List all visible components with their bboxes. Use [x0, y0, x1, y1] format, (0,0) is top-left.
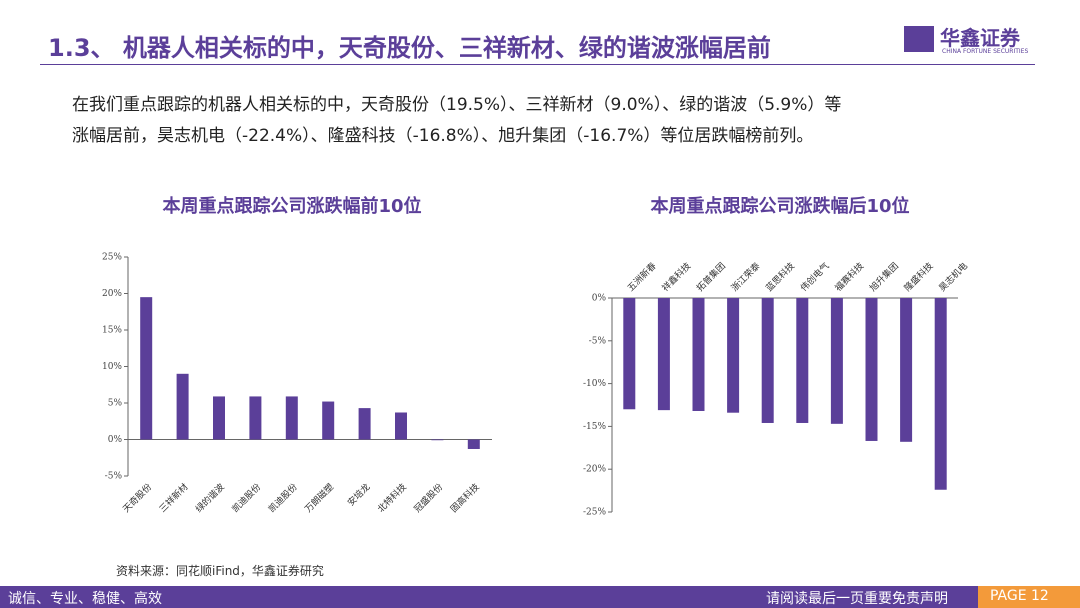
chart-title: 本周重点跟踪公司涨跌幅后10位 [650, 195, 909, 217]
bar [322, 401, 335, 440]
logo-icon [904, 26, 934, 52]
footer-left: 诚信、专业、稳健、高效 [8, 591, 162, 607]
bar [176, 373, 189, 440]
x-tick-label: 昊志机电 [936, 260, 970, 294]
body-line: 涨幅居前，昊志机电（-22.4%）、隆盛科技（-16.8%）、旭升集团（-16.… [72, 126, 814, 146]
x-tick-label: 五洲新春 [625, 260, 659, 294]
x-tick-label: 绿的谐波 [193, 481, 227, 515]
bar [692, 298, 705, 411]
x-tick-label: 三祥新材 [157, 481, 191, 515]
bar [358, 408, 371, 440]
bar [213, 396, 225, 440]
y-tick-label: 15% [102, 326, 122, 336]
y-tick-label: 20% [102, 289, 122, 299]
x-tick-label: 拓普集团 [694, 260, 728, 294]
bar [467, 439, 480, 449]
source-note: 资料来源：同花顺iFind，华鑫证券研究 [116, 564, 324, 578]
x-tick-label: 凯迪股份 [229, 481, 263, 515]
bar [431, 439, 444, 441]
bar [934, 298, 947, 490]
footer-right: 请阅读最后一页重要免责声明 [766, 591, 948, 607]
y-tick-label: 10% [102, 362, 122, 372]
x-tick-label: 冠盛股份 [411, 481, 445, 515]
y-tick-label: -5% [105, 472, 123, 482]
x-tick-label: 福赛科技 [832, 260, 866, 294]
x-tick-label: 蓝思科技 [763, 260, 797, 294]
x-tick-label: 凯迪股份 [266, 481, 300, 515]
y-tick-label: 5% [108, 399, 123, 409]
logo-subtext: CHINA FORTUNE SECURITIES [942, 48, 1029, 55]
page-badge [978, 586, 1080, 608]
bar [657, 298, 670, 411]
body-line: 在我们重点跟踪的机器人相关标的中，天奇股份（19.5%）、三祥新材（9.0%）、… [72, 95, 842, 115]
footer-bar [0, 586, 1080, 608]
x-tick-label: 北特科技 [375, 481, 409, 515]
x-tick-label: 浙江荣泰 [729, 260, 763, 294]
bar [285, 396, 298, 440]
bar [796, 298, 809, 423]
y-tick-label: -20% [583, 465, 606, 475]
header-rule [40, 64, 1035, 65]
x-tick-label: 万朗磁塑 [302, 481, 336, 515]
bar [623, 298, 636, 410]
y-tick-label: -15% [583, 422, 606, 432]
bar [900, 298, 913, 442]
x-tick-label: 天奇股份 [120, 481, 154, 515]
bar [727, 298, 740, 413]
bar [761, 298, 774, 423]
y-tick-label: 25% [102, 253, 122, 263]
x-tick-label: 伟创电气 [798, 260, 832, 294]
x-tick-label: 祥鑫科技 [659, 260, 693, 294]
bar [140, 297, 153, 440]
y-tick-label: -25% [583, 508, 606, 518]
x-tick-label: 旭升集团 [867, 260, 901, 294]
y-tick-label: 0% [592, 294, 607, 304]
bar [865, 298, 878, 441]
page-number: PAGE 12 [990, 588, 1049, 604]
x-tick-label: 安培龙 [345, 481, 373, 509]
bar [395, 412, 407, 440]
chart-title: 本周重点跟踪公司涨跌幅前10位 [162, 195, 421, 217]
y-tick-label: -10% [583, 379, 606, 389]
x-tick-label: 隆盛科技 [902, 260, 936, 294]
bar [249, 396, 262, 440]
slide-title: 1.3、 机器人相关标的中，天奇股份、三祥新材、绿的谐波涨幅居前 [48, 34, 771, 62]
y-tick-label: 0% [108, 435, 123, 445]
logo-text: 华鑫证券 [940, 26, 1020, 50]
charts: 本周重点跟踪公司涨跌幅前10位 -5% 0% 5% 10% 15% 20% 25% 天奇股份 三祥… [102, 195, 970, 518]
bar [830, 298, 843, 424]
x-tick-label: 固高科技 [448, 481, 482, 515]
y-tick-label: -5% [589, 336, 607, 346]
